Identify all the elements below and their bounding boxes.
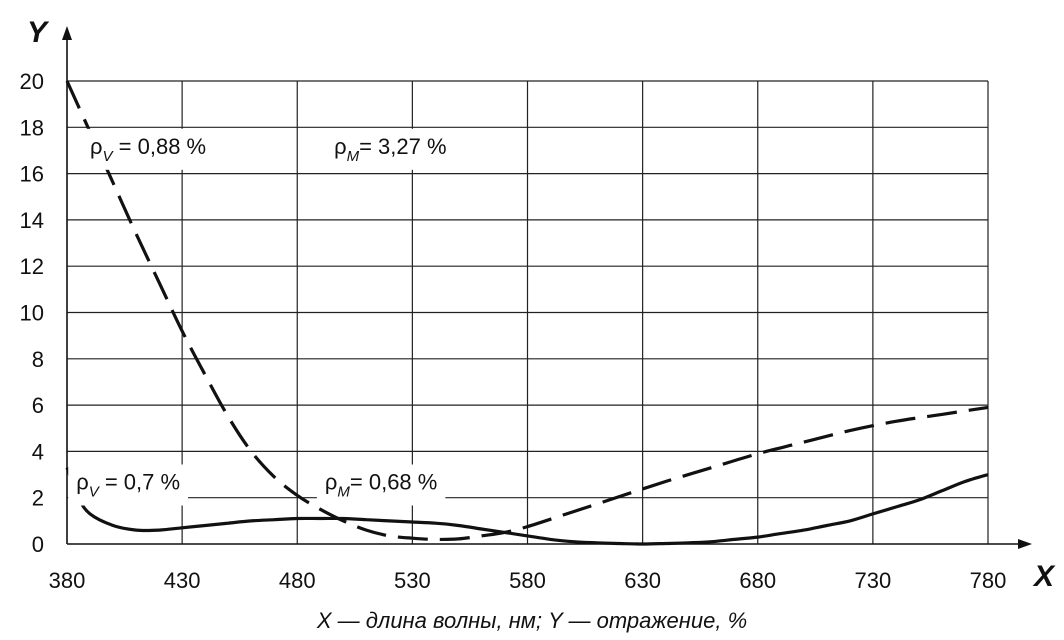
annotation-background xyxy=(326,128,455,170)
y-axis-label: Y xyxy=(27,16,50,49)
annotation-subscript: M xyxy=(337,483,350,500)
annotation-subscript: V xyxy=(89,483,101,500)
y-tick-label: 14 xyxy=(20,208,44,233)
annotation: ρV = 0,7 % xyxy=(68,464,189,506)
annotation-subscript: M xyxy=(347,148,360,165)
y-tick-label: 0 xyxy=(32,532,44,557)
x-tick-label: 630 xyxy=(624,568,661,593)
annotation: ρV = 0,88 % xyxy=(82,128,215,170)
y-tick-label: 4 xyxy=(32,439,44,464)
annotation-background xyxy=(316,464,446,506)
y-tick-label: 2 xyxy=(32,486,44,511)
x-tick-label: 780 xyxy=(970,568,1007,593)
chart-caption: X — длина волны, нм; Y — отражение, % xyxy=(316,608,748,633)
annotation: ρM= 3,27 % xyxy=(326,128,455,170)
annotation-background xyxy=(82,128,215,170)
annotation-text: ρM= 0,68 % xyxy=(325,469,437,500)
annotation-text: ρM= 3,27 % xyxy=(334,134,446,165)
annotation-subscript: V xyxy=(103,148,115,165)
annotations: ρV = 0,88 % ρM= 3,27 %ρV = 0,7 % ρM= 0,68 … xyxy=(68,128,455,506)
y-tick-label: 10 xyxy=(20,301,44,326)
reflectance-chart: 380 430 480 530 580 630 680 730 780 0 2 4 6 8 10 12 14 16… xyxy=(0,0,1064,608)
x-axis-arrow xyxy=(1018,539,1032,549)
y-tick-label: 6 xyxy=(32,393,44,418)
series-line-dashed xyxy=(65,80,989,542)
annotation-text: ρV = 0,7 % xyxy=(76,469,180,500)
x-tick-label: 480 xyxy=(279,568,316,593)
y-tick-label: 16 xyxy=(20,162,44,187)
annotation-value: = 3,27 % xyxy=(359,134,446,159)
x-tick-label: 380 xyxy=(49,568,86,593)
y-tick-label: 12 xyxy=(20,254,44,279)
x-tick-label: 580 xyxy=(509,568,546,593)
chart-background xyxy=(0,0,1064,608)
annotation-value: = 0,7 % xyxy=(99,469,180,494)
x-tick-label: 530 xyxy=(394,568,431,593)
tick-labels: 380 430 480 530 580 630 680 730 780 0 2 4 6 8 10 12 14 16… xyxy=(20,69,1007,593)
annotation-symbol: ρ xyxy=(90,134,103,159)
y-tick-label: 8 xyxy=(32,347,44,372)
annotation-background xyxy=(68,464,189,506)
annotation-symbol: ρ xyxy=(325,469,338,494)
annotation-value: = 0,88 % xyxy=(113,134,207,159)
y-tick-label: 18 xyxy=(20,115,44,140)
x-tick-label: 730 xyxy=(855,568,892,593)
y-tick-label: 20 xyxy=(20,69,44,94)
annotation-text: ρV = 0,88 % xyxy=(90,134,206,165)
annotation: ρM= 0,68 % xyxy=(316,464,446,506)
annotation-value: = 0,68 % xyxy=(350,469,437,494)
axes xyxy=(62,26,1032,549)
annotation-symbol: ρ xyxy=(334,134,347,159)
series-line-solid xyxy=(65,467,989,546)
x-tick-label: 680 xyxy=(739,568,776,593)
annotation-symbol: ρ xyxy=(76,469,89,494)
x-axis-label: X xyxy=(1032,560,1056,593)
y-axis-arrow xyxy=(62,26,72,40)
series-lines xyxy=(65,80,989,546)
x-tick-label: 430 xyxy=(164,568,201,593)
